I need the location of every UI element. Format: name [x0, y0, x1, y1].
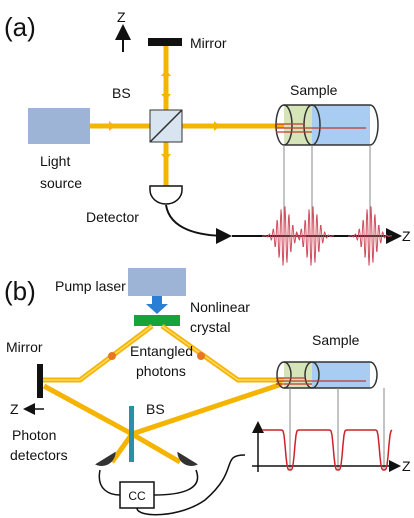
sample-label: Sample — [290, 82, 338, 98]
panel-label: (b) — [4, 276, 36, 306]
photons-label: Entangled — [130, 343, 193, 359]
photon-detector — [177, 449, 198, 469]
beam-splitter — [129, 406, 134, 462]
interference-dips — [262, 430, 392, 470]
detectors-label: detectors — [10, 447, 68, 463]
bs-label: BS — [146, 401, 165, 417]
photons-label: photons — [136, 363, 186, 379]
panel-a: (a) Z Mirror BS Light source Detector Sa… — [4, 9, 411, 266]
mirror — [148, 38, 182, 46]
bs-label: BS — [112, 85, 131, 101]
light-source-label: Light — [40, 153, 70, 169]
crystal-label: Nonlinear — [190, 299, 250, 315]
wave-packet — [348, 206, 392, 265]
photon-detector — [95, 449, 116, 469]
axis-label: Z — [402, 228, 411, 244]
cc-label: CC — [128, 489, 146, 503]
wave-packet — [290, 206, 334, 265]
panel-label: (a) — [4, 12, 36, 42]
photon — [108, 352, 116, 360]
photon — [197, 352, 205, 360]
axis-label: Z — [117, 9, 126, 25]
detectors-label: Photon — [12, 427, 56, 443]
pump-laser-label: Pump laser — [55, 278, 126, 294]
axis-label: Z — [402, 458, 411, 474]
nonlinear-crystal — [134, 315, 180, 326]
pump-arrow — [146, 296, 168, 314]
light-source-label: source — [40, 175, 82, 191]
wave-packet — [262, 206, 306, 265]
sample-layer — [312, 362, 370, 388]
diagram: (a) Z Mirror BS Light source Detector Sa… — [0, 0, 414, 518]
mirror-label: Mirror — [6, 339, 43, 355]
detector — [150, 186, 182, 204]
signal-arrow — [166, 205, 228, 236]
sample-label: Sample — [312, 332, 360, 348]
axis-label: Z — [10, 401, 19, 417]
light-source — [28, 108, 90, 144]
panel-b: (b) Pump laser Nonlinear crystal Mirror … — [4, 268, 411, 515]
crystal-label: crystal — [190, 319, 230, 335]
mirror-label: Mirror — [190, 35, 227, 51]
detector-label: Detector — [86, 209, 139, 225]
mirror — [37, 364, 43, 398]
pump-laser — [128, 268, 186, 296]
